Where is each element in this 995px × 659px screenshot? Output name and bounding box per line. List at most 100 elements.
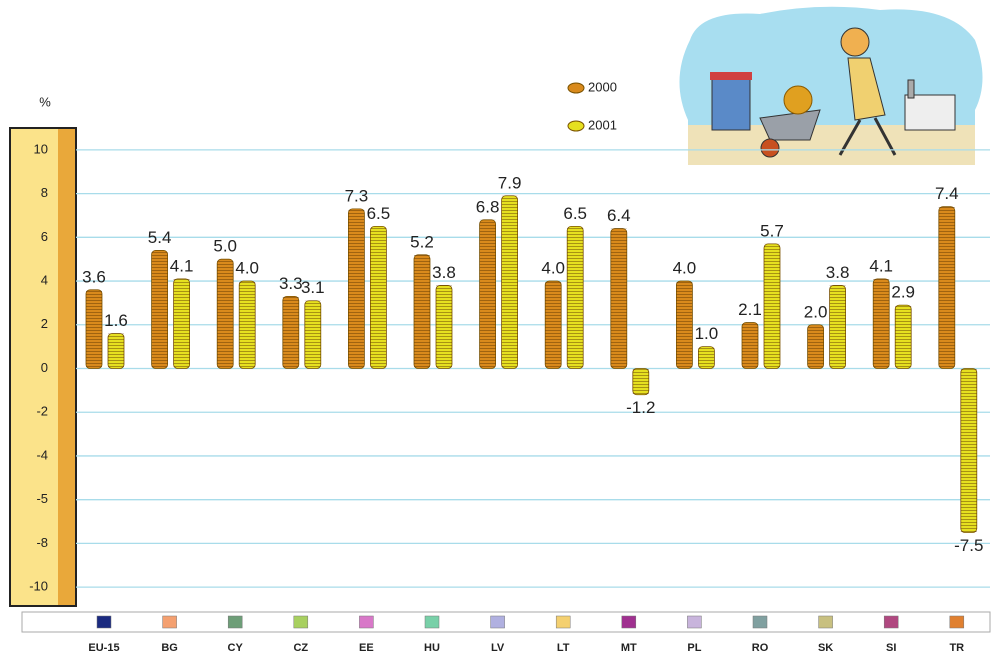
category-swatch xyxy=(491,616,505,628)
value-label: 2.0 xyxy=(804,302,828,321)
value-label: 5.0 xyxy=(213,237,237,256)
value-label: 3.8 xyxy=(432,263,456,282)
y-tick-label: -5 xyxy=(36,491,48,506)
value-label: 5.2 xyxy=(410,232,434,251)
bar xyxy=(873,279,889,369)
bar xyxy=(808,325,824,369)
category-swatch xyxy=(622,616,636,628)
value-label: 6.5 xyxy=(563,204,587,223)
bar xyxy=(676,281,692,368)
legend-label: 2000 xyxy=(588,79,617,94)
category-swatch xyxy=(228,616,242,628)
bar xyxy=(348,209,364,369)
value-label: 4.1 xyxy=(869,256,893,275)
x-tick-label: PL xyxy=(687,642,701,654)
bar xyxy=(567,226,583,368)
bar xyxy=(86,290,102,369)
illustration xyxy=(679,7,982,165)
value-label: 4.0 xyxy=(673,259,697,278)
category-swatch xyxy=(556,616,570,628)
value-label: 4.0 xyxy=(235,259,259,278)
x-tick-label: LV xyxy=(491,642,505,654)
value-label: 4.0 xyxy=(541,259,565,278)
category-swatch xyxy=(97,616,111,628)
value-label: 2.1 xyxy=(738,300,762,319)
bar xyxy=(436,285,452,368)
value-label: -1.2 xyxy=(626,398,655,417)
chart: % 1086420-2-4-5-8-10EU-153.61.6BG5.44.1C… xyxy=(0,0,995,659)
bar xyxy=(545,281,561,368)
bar xyxy=(414,255,430,369)
y-tick-label: 6 xyxy=(41,229,48,244)
bar xyxy=(174,279,190,369)
bar xyxy=(283,296,299,368)
x-tick-label: CZ xyxy=(293,642,308,654)
category-swatch xyxy=(294,616,308,628)
plot: 1086420-2-4-5-8-10EU-153.61.6BG5.44.1CY5… xyxy=(29,79,990,653)
y-tick-label: -4 xyxy=(36,447,48,462)
category-swatch xyxy=(950,616,964,628)
x-tick-label: RO xyxy=(752,642,769,654)
value-label: 7.9 xyxy=(498,173,522,192)
category-swatch xyxy=(359,616,373,628)
y-tick-label: 10 xyxy=(34,141,48,156)
bar xyxy=(152,250,168,368)
bar xyxy=(961,369,977,533)
axis-panel-edge xyxy=(58,129,75,605)
category-swatch xyxy=(163,616,177,628)
legend-label: 2001 xyxy=(588,117,617,132)
y-axis-label: % xyxy=(39,94,51,109)
x-tick-label: HU xyxy=(424,642,440,654)
bar xyxy=(611,229,627,369)
value-label: 2.9 xyxy=(891,283,915,302)
value-label: 4.1 xyxy=(170,256,194,275)
y-tick-label: -8 xyxy=(36,535,48,550)
value-label: 7.4 xyxy=(935,184,959,203)
x-tick-label: SK xyxy=(818,642,833,654)
value-label: 3.8 xyxy=(826,263,850,282)
category-swatch xyxy=(425,616,439,628)
value-label: 5.7 xyxy=(760,221,784,240)
x-tick-label: EE xyxy=(359,642,374,654)
bar xyxy=(939,207,955,369)
value-label: 5.4 xyxy=(148,228,172,247)
x-tick-label: EU-15 xyxy=(88,642,119,654)
x-tick-label: LT xyxy=(557,642,570,654)
value-label: 3.6 xyxy=(82,267,106,286)
bar xyxy=(217,259,233,368)
value-label: -7.5 xyxy=(954,536,983,555)
value-label: 1.6 xyxy=(104,311,128,330)
x-tick-label: CY xyxy=(228,642,244,654)
category-swatch xyxy=(884,616,898,628)
bar xyxy=(764,244,780,369)
y-tick-label: 2 xyxy=(41,316,48,331)
value-label: 6.4 xyxy=(607,206,631,225)
bar xyxy=(480,220,496,369)
bar xyxy=(370,226,386,368)
x-tick-label: MT xyxy=(621,642,637,654)
legend-marker xyxy=(568,121,584,131)
bar xyxy=(502,196,518,369)
y-tick-label: 0 xyxy=(41,360,48,375)
bar xyxy=(305,301,321,369)
y-tick-label: 8 xyxy=(41,185,48,200)
legend-marker xyxy=(568,83,584,93)
bar xyxy=(108,334,124,369)
bar xyxy=(830,285,846,368)
x-tick-label: TR xyxy=(949,642,964,654)
category-swatch xyxy=(753,616,767,628)
x-tick-label: BG xyxy=(161,642,178,654)
value-label: 3.3 xyxy=(279,274,303,293)
y-tick-label: -2 xyxy=(36,404,48,419)
x-tick-label: SI xyxy=(886,642,896,654)
bar xyxy=(239,281,255,368)
bar xyxy=(633,369,649,395)
bar xyxy=(742,323,758,369)
y-tick-label: 4 xyxy=(41,272,48,287)
value-label: 3.1 xyxy=(301,278,325,297)
bar xyxy=(895,305,911,368)
value-label: 1.0 xyxy=(695,324,719,343)
bar xyxy=(698,347,714,369)
category-swatch xyxy=(687,616,701,628)
value-label: 6.8 xyxy=(476,197,500,216)
